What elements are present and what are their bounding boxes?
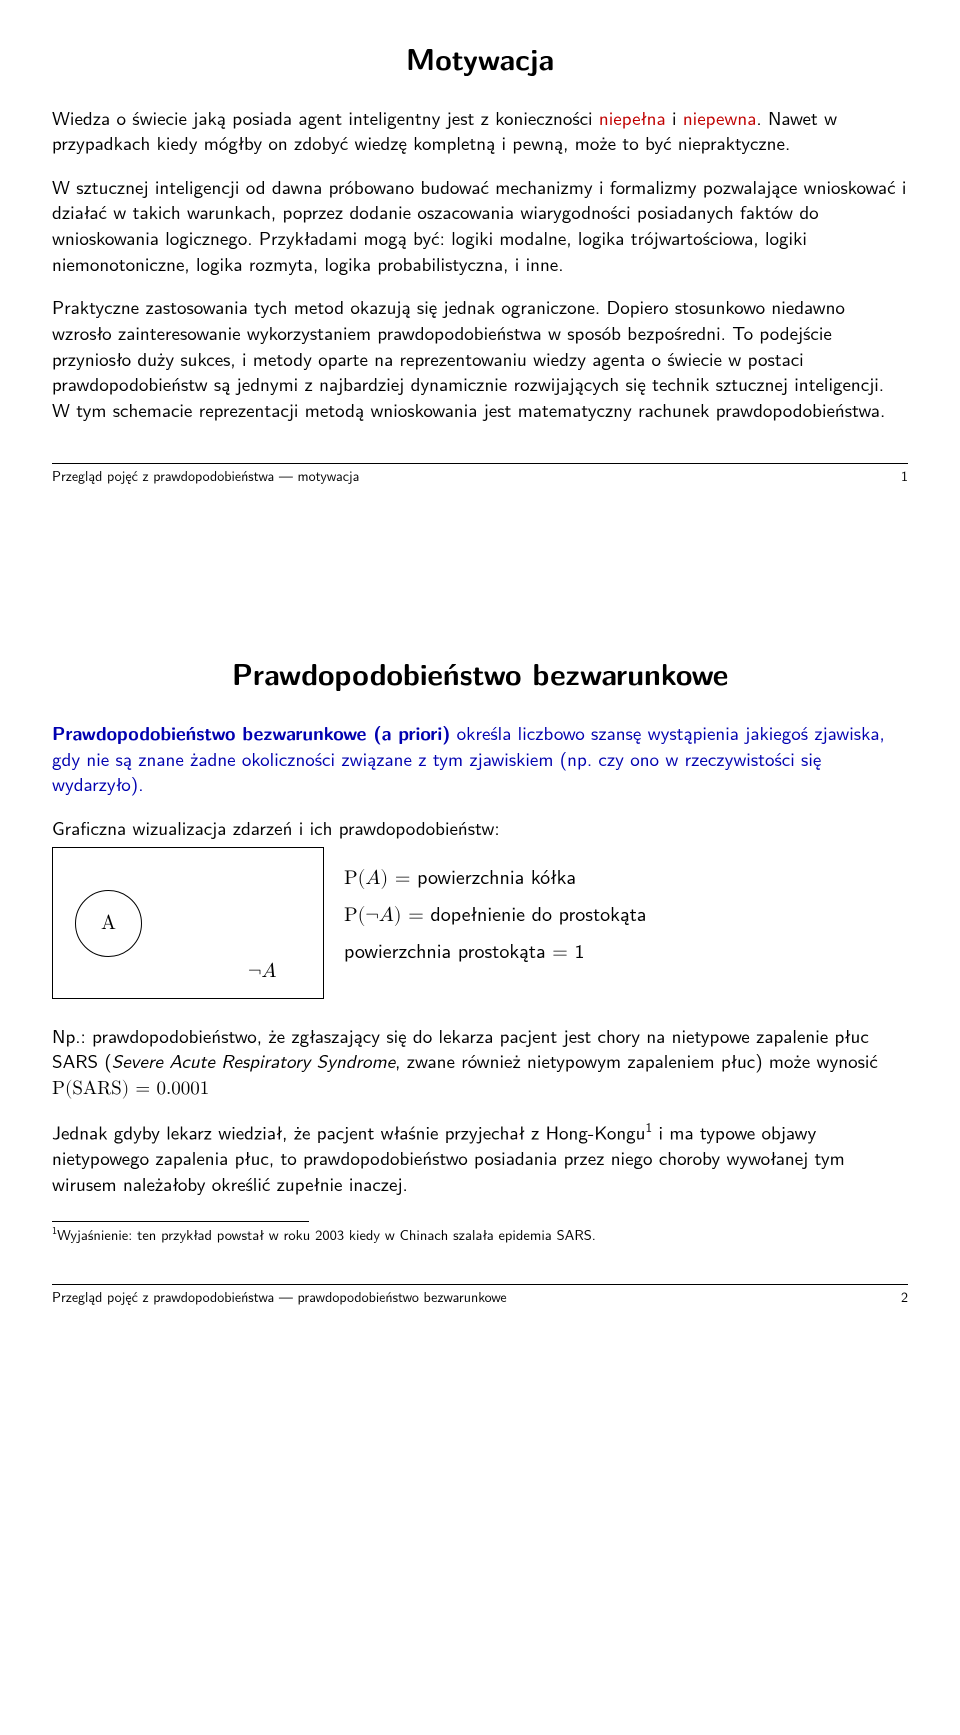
- emphasis-red: niepewna: [683, 103, 757, 131]
- footer-page-number: 1: [901, 467, 908, 486]
- equation-line: powierzchnia prostokąta = 1: [344, 933, 646, 969]
- body-text: i: [666, 103, 683, 131]
- paragraph: Praktyczne zastosowania tych metod okazu…: [52, 294, 908, 422]
- eq-rhs: dopełnienie do prostokąta: [430, 899, 646, 928]
- paragraph: Wiedza o świecie jaką posiada agent inte…: [52, 105, 908, 156]
- footnote-text: Wyjaśnienie: ten przykład powstał w roku…: [57, 1224, 596, 1245]
- footnote-rule: [52, 1221, 309, 1222]
- equation-line: P(¬A) = dopełnienie do prostokąta: [344, 896, 646, 933]
- italic-term: Severe Acute Respiratory Syndrome: [112, 1046, 395, 1074]
- probability-diagram: A ¬A P(A) = powierzchnia kółka P(¬A) = d…: [52, 847, 908, 999]
- math-lhs: P(A): [344, 868, 388, 888]
- body-text: Jednak gdyby lekarz wiedział, że pacjent…: [52, 1118, 646, 1146]
- event-not-a-label: ¬A: [248, 958, 276, 985]
- footer-page-number: 2: [901, 1288, 908, 1307]
- lead-term: Prawdopodobieństwo bezwarunkowe (a prior…: [52, 718, 450, 746]
- paragraph: Prawdopodobieństwo bezwarunkowe (a prior…: [52, 720, 908, 797]
- slide-1: Motywacja Wiedza o świecie jaką posiada …: [0, 0, 960, 505]
- slide-footer: Przegląd pojęć z prawdopodobieństwa — mo…: [52, 463, 908, 486]
- paragraph: Jednak gdyby lekarz wiedział, że pacjent…: [52, 1119, 908, 1196]
- eq-rhs: powierzchnia kółka: [417, 862, 576, 891]
- emphasis-red: niepełna: [599, 103, 666, 131]
- paragraph: W sztucznej inteligencji od dawna próbow…: [52, 174, 908, 277]
- body-text: , zwane również nietypowym zapaleniem pł…: [395, 1046, 878, 1074]
- page-title: Prawdopodobieństwo bezwarunkowe: [52, 653, 908, 694]
- eq-sign: =: [402, 899, 431, 928]
- page-title: Motywacja: [52, 38, 908, 79]
- paragraph: Np.: prawdopodobieństwo, że zgłaszający …: [52, 1023, 908, 1102]
- math-lhs: P(¬A): [344, 905, 402, 925]
- body-text: Wiedza o świecie jaką posiada agent inte…: [52, 103, 599, 131]
- event-a-label: A: [101, 910, 116, 937]
- footer-left: Przegląd pojęć z prawdopodobieństwa — pr…: [52, 1288, 507, 1307]
- equation-line: P(A) = powierzchnia kółka: [344, 859, 646, 896]
- equations: P(A) = powierzchnia kółka P(¬A) = dopełn…: [344, 859, 646, 969]
- slide-gap: [0, 505, 960, 615]
- footnote: 1Wyjaśnienie: ten przykład powstał w rok…: [52, 1224, 908, 1245]
- math-inline: P(SARS) = 0.0001: [52, 1079, 209, 1098]
- slide-footer: Przegląd pojęć z prawdopodobieństwa — pr…: [52, 1284, 908, 1307]
- eq-sign: =: [388, 862, 417, 891]
- event-a-circle: A: [75, 890, 142, 957]
- slide-2: Prawdopodobieństwo bezwarunkowe Prawdopo…: [0, 615, 960, 1327]
- footer-left: Przegląd pojęć z prawdopodobieństwa — mo…: [52, 467, 359, 486]
- sample-space-rect: A ¬A: [52, 847, 324, 999]
- body-text: Graficzna wizualizacja zdarzeń i ich pra…: [52, 815, 908, 841]
